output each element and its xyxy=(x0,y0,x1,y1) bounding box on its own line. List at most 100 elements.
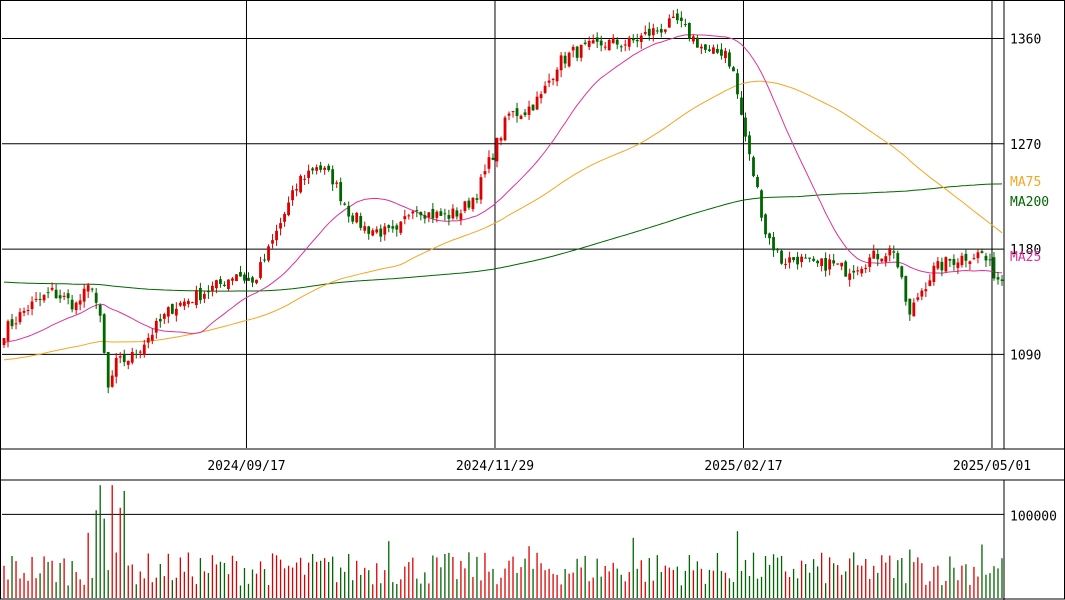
candle-body xyxy=(948,258,952,261)
candle-body xyxy=(611,37,615,44)
candle-body xyxy=(896,253,900,268)
candle-body xyxy=(647,28,651,36)
candle-body xyxy=(38,299,42,301)
candle-body xyxy=(94,292,98,303)
candle-body xyxy=(575,46,579,58)
candle-body xyxy=(752,157,755,177)
price-tick-label: 1360 xyxy=(1010,32,1041,47)
candle-body xyxy=(599,40,603,46)
candle-body xyxy=(178,302,182,306)
candle-body xyxy=(58,295,62,299)
candle-body xyxy=(375,229,379,233)
candle-body xyxy=(475,198,479,200)
price-tick-label: 1180 xyxy=(1010,243,1041,258)
candle-body xyxy=(764,214,767,235)
candle-body xyxy=(267,246,270,261)
candle-body xyxy=(231,278,234,281)
candle-body xyxy=(972,258,976,260)
candle-body xyxy=(451,208,455,219)
candle-body xyxy=(876,253,880,260)
candle-body xyxy=(603,46,607,48)
candle-body xyxy=(251,277,254,283)
candle-body xyxy=(756,177,759,188)
candle-body xyxy=(190,302,194,304)
candle-body xyxy=(968,261,972,264)
candle-body xyxy=(776,248,779,251)
candle-body xyxy=(848,273,852,280)
candle-body xyxy=(263,259,266,261)
candle-body xyxy=(924,289,928,292)
candle-body xyxy=(14,323,18,325)
candle-body xyxy=(2,338,6,345)
candle-body xyxy=(840,262,844,267)
candle-body xyxy=(407,215,411,217)
candle-body xyxy=(307,170,311,178)
candle-body xyxy=(708,49,711,52)
candle-body xyxy=(744,117,747,137)
moving-average-lines xyxy=(3,34,1003,361)
candle-body xyxy=(279,223,282,229)
candle-body xyxy=(507,113,511,116)
candle-body xyxy=(1000,279,1004,281)
candle-body xyxy=(796,256,799,265)
candle-body xyxy=(772,237,775,251)
candle-body xyxy=(675,13,679,21)
candle-body xyxy=(74,302,78,311)
candle-body xyxy=(892,251,896,253)
candle-body xyxy=(607,39,611,51)
candle-body xyxy=(158,318,162,322)
candle-body xyxy=(174,308,178,316)
candle-body xyxy=(780,250,783,264)
candle-body xyxy=(42,294,46,301)
candle-body xyxy=(423,215,427,219)
candle-body xyxy=(527,106,531,115)
candle-body xyxy=(455,210,459,217)
candle-body xyxy=(26,309,30,311)
candle-body xyxy=(78,300,82,305)
candle-body xyxy=(106,352,110,388)
candle-body xyxy=(327,165,331,171)
candle-body xyxy=(928,280,932,286)
candle-body xyxy=(130,351,134,363)
candle-body xyxy=(291,190,294,201)
candle-body xyxy=(463,201,467,212)
candle-body xyxy=(170,303,174,314)
candle-body xyxy=(687,22,691,39)
candle-body xyxy=(110,375,114,387)
candle-body xyxy=(535,96,539,110)
candle-body xyxy=(315,167,319,171)
candle-body xyxy=(824,257,828,271)
date-tick-label: 2025/02/17 xyxy=(704,459,782,474)
candle-body xyxy=(86,285,90,292)
candle-body xyxy=(716,48,719,53)
candle-body xyxy=(166,307,170,317)
candle-body xyxy=(635,39,639,42)
candle-body xyxy=(683,24,687,26)
candle-body xyxy=(547,80,551,83)
candle-body xyxy=(343,203,347,205)
candle-body xyxy=(30,301,34,310)
candle-body xyxy=(431,208,435,219)
candle-body xyxy=(964,253,968,261)
candle-body xyxy=(583,42,587,44)
candle-body xyxy=(619,46,623,48)
candle-body xyxy=(295,189,298,191)
candle-body xyxy=(784,263,787,265)
candle-body xyxy=(704,44,707,50)
candle-body xyxy=(503,117,507,141)
candle-body xyxy=(615,39,619,45)
candle-body xyxy=(387,225,391,228)
candle-body xyxy=(932,265,936,282)
candle-body xyxy=(531,104,535,111)
candle-body xyxy=(587,40,591,47)
candle-body xyxy=(792,257,795,261)
candle-body xyxy=(732,67,735,72)
candle-body xyxy=(427,212,431,218)
candle-body xyxy=(259,262,262,278)
candle-body xyxy=(311,168,315,171)
candle-body xyxy=(523,112,527,116)
candle-body xyxy=(154,320,158,333)
candle-body xyxy=(900,266,904,278)
candle-body xyxy=(679,17,683,21)
candle-body xyxy=(239,272,242,277)
